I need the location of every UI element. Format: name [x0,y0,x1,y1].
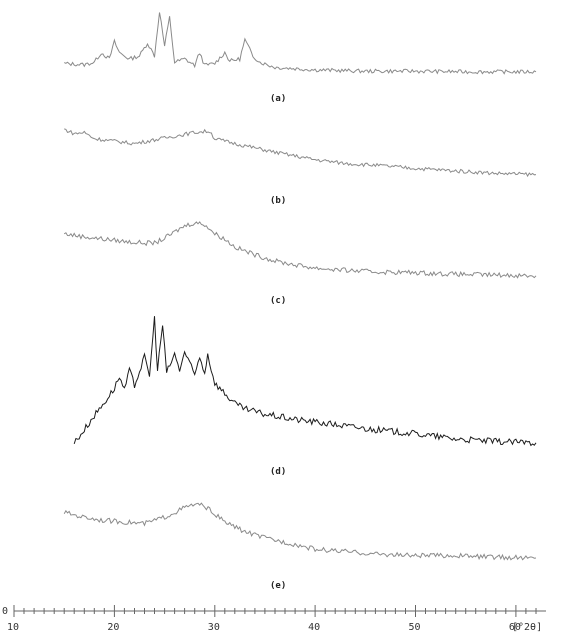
x-tick-label: 20 [107,622,119,633]
trace-e [63,502,537,561]
x-tick-label: 50 [409,622,421,633]
x-tick-label: 40 [308,622,320,633]
trace-a [64,12,537,75]
trace-b [64,128,537,178]
panel-e: (e) [63,502,537,591]
x-tick-label: 10 [7,622,19,633]
x-tick-label: 30 [208,622,220,633]
panel-b: (b) [64,128,537,206]
trace-d [73,316,537,447]
panel-label: (c) [270,296,286,306]
x-tick-label: 60 [509,622,521,633]
x-axis-unit-label: [°2θ] [512,622,542,633]
panel-label: (b) [270,196,286,206]
panel-c: (c) [63,221,537,306]
y-axis-zero-label: 0 [2,606,8,617]
panel-label: (d) [270,467,286,477]
trace-c [63,221,537,279]
x-axis: 0 10 20 30 40 50 60 [°2θ] [2,605,546,633]
panel-label: (e) [270,581,286,591]
panel-d: (d) [73,316,537,477]
x-ticks-group: 10 20 30 40 50 60 [7,605,537,633]
panel-label: (a) [270,94,286,104]
panel-a: (a) [64,12,537,104]
panels-group: (a) (b) (c) (d) (e) [63,12,537,591]
